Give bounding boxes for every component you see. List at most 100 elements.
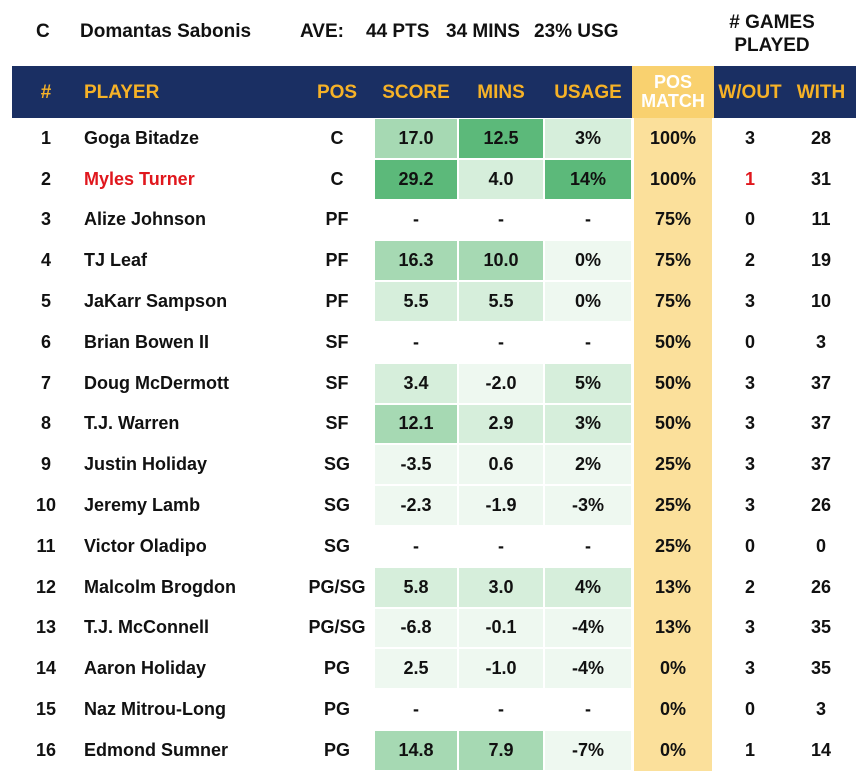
cell-wout: 0 xyxy=(744,535,755,556)
header-mins: MINS xyxy=(477,81,525,103)
cell-wout: 0 xyxy=(744,699,755,720)
cell-mins: - xyxy=(498,535,504,556)
cell-num: 15 xyxy=(35,699,57,720)
table-row: 1 Goga Bitadze C 17.0 12.5 3% 100% 3 28 xyxy=(12,118,856,159)
cell-pos-match: 100% xyxy=(634,118,712,159)
cell-score: -3.5 xyxy=(375,445,457,485)
cell-with: 37 xyxy=(810,372,832,393)
cell-mins: 7.9 xyxy=(459,730,543,770)
cell-mins: 5.5 xyxy=(459,282,543,321)
header-wout: W/OUT xyxy=(718,81,782,103)
table-row: 9 Justin Holiday SG -3.5 0.6 2% 25% 3 37 xyxy=(12,444,856,486)
cell-wout: 3 xyxy=(744,413,755,434)
cell-pos-match: 75% xyxy=(634,240,712,282)
cell-player: Goga Bitadze xyxy=(84,127,200,148)
cell-usage: - xyxy=(585,535,591,556)
cell-mins: - xyxy=(498,699,504,720)
cell-usage: 0% xyxy=(545,282,631,321)
cell-usage: -4% xyxy=(545,649,631,689)
cell-pos: PG/SG xyxy=(308,576,366,597)
cell-num: 7 xyxy=(40,372,51,393)
cell-with: 26 xyxy=(810,495,832,516)
cell-usage: 14% xyxy=(545,159,631,199)
table-row: 2 Myles Turner C 29.2 4.0 14% 100% 1 31 xyxy=(12,158,856,200)
cell-pos: SF xyxy=(325,331,349,352)
cell-player: Aaron Holiday xyxy=(84,658,207,679)
cell-player: Victor Oladipo xyxy=(84,535,207,556)
cell-num: 16 xyxy=(35,739,57,760)
summary-pts: 44 PTS xyxy=(366,21,430,42)
cell-player: Myles Turner xyxy=(84,168,195,189)
table-row: 3 Alize Johnson PF - - - 75% 0 11 xyxy=(12,199,856,241)
header-num: # xyxy=(40,81,52,103)
cell-score: - xyxy=(413,535,419,556)
cell-player: Malcolm Brogdon xyxy=(84,576,236,597)
cell-mins: 2.9 xyxy=(459,404,543,444)
header-pos-match-line2: MATCH xyxy=(641,91,705,111)
table-row: 5 JaKarr Sampson PF 5.5 5.5 0% 75% 3 10 xyxy=(12,281,856,322)
cell-wout: 2 xyxy=(744,576,755,597)
cell-score: -2.3 xyxy=(375,486,457,525)
cell-score: 12.1 xyxy=(375,404,457,444)
cell-usage: -4% xyxy=(545,608,631,648)
cell-usage: - xyxy=(585,699,591,720)
cell-mins: 0.6 xyxy=(459,445,543,485)
cell-with: 28 xyxy=(810,127,832,148)
cell-usage: 4% xyxy=(545,567,631,607)
cell-mins: 4.0 xyxy=(459,159,543,199)
cell-num: 10 xyxy=(35,495,57,516)
cell-player: Edmond Sumner xyxy=(84,739,229,760)
header-player: PLAYER xyxy=(84,81,160,103)
cell-pos-match: 25% xyxy=(634,525,712,567)
table-row: 10 Jeremy Lamb SG -2.3 -1.9 -3% 25% 3 26 xyxy=(12,485,856,526)
summary-position: C xyxy=(36,21,50,42)
cell-usage: 3% xyxy=(545,404,631,444)
cell-player: T.J. Warren xyxy=(84,413,180,434)
header-pos-match: POS MATCH xyxy=(632,66,714,118)
cell-num: 2 xyxy=(40,168,51,189)
cell-wout: 3 xyxy=(744,495,755,516)
header-pos: POS xyxy=(316,81,358,103)
cell-pos: PG xyxy=(323,699,350,720)
cell-score: 29.2 xyxy=(375,159,457,199)
cell-with: 0 xyxy=(815,535,826,556)
cell-mins: -0.1 xyxy=(459,608,543,648)
cell-pos: SF xyxy=(325,372,349,393)
cell-usage: - xyxy=(585,331,591,352)
summary-line: C Domantas Sabonis AVE: 44 PTS 34 MINS 2… xyxy=(0,0,856,66)
games-played-line2: PLAYED xyxy=(734,35,810,56)
cell-player: Jeremy Lamb xyxy=(84,495,201,516)
header-with: WITH xyxy=(796,81,846,103)
header-score: SCORE xyxy=(382,81,450,103)
cell-usage: - xyxy=(585,209,591,230)
cell-usage: 2% xyxy=(545,445,631,485)
cell-score: 14.8 xyxy=(375,730,457,770)
cell-num: 14 xyxy=(35,658,57,679)
cell-wout: 3 xyxy=(744,372,755,393)
cell-wout: 1 xyxy=(744,168,755,189)
cell-wout: 3 xyxy=(744,291,755,312)
cell-score: 16.3 xyxy=(375,241,457,281)
cell-wout: 3 xyxy=(744,658,755,679)
table-row: 15 Naz Mitrou-Long PG - - - 0% 0 3 xyxy=(12,689,856,730)
cell-num: 4 xyxy=(40,250,51,271)
summary-player-name: Domantas Sabonis xyxy=(80,21,252,42)
cell-mins: - xyxy=(498,209,504,230)
cell-with: 10 xyxy=(810,291,832,312)
cell-wout: 3 xyxy=(744,454,755,475)
cell-with: 37 xyxy=(810,413,832,434)
cell-player: Naz Mitrou-Long xyxy=(84,699,226,720)
cell-num: 13 xyxy=(35,617,57,638)
table-body: 1 Goga Bitadze C 17.0 12.5 3% 100% 3 28 2 Myles Tu… xyxy=(12,118,856,771)
cell-with: 3 xyxy=(815,699,826,720)
cell-mins: -2.0 xyxy=(459,363,543,403)
cell-score: - xyxy=(413,331,419,352)
cell-pos-match: 100% xyxy=(634,158,712,200)
cell-pos: SG xyxy=(323,454,350,475)
table-row: 13 T.J. McConnell PG/SG -6.8 -0.1 -4% 13% 3 35 xyxy=(12,607,856,649)
cell-score: 3.4 xyxy=(375,363,457,403)
cell-with: 35 xyxy=(810,658,832,679)
cell-pos-match: 13% xyxy=(634,607,712,649)
summary-usg: 23% USG xyxy=(534,21,619,42)
cell-pos-match: 0% xyxy=(634,729,712,771)
